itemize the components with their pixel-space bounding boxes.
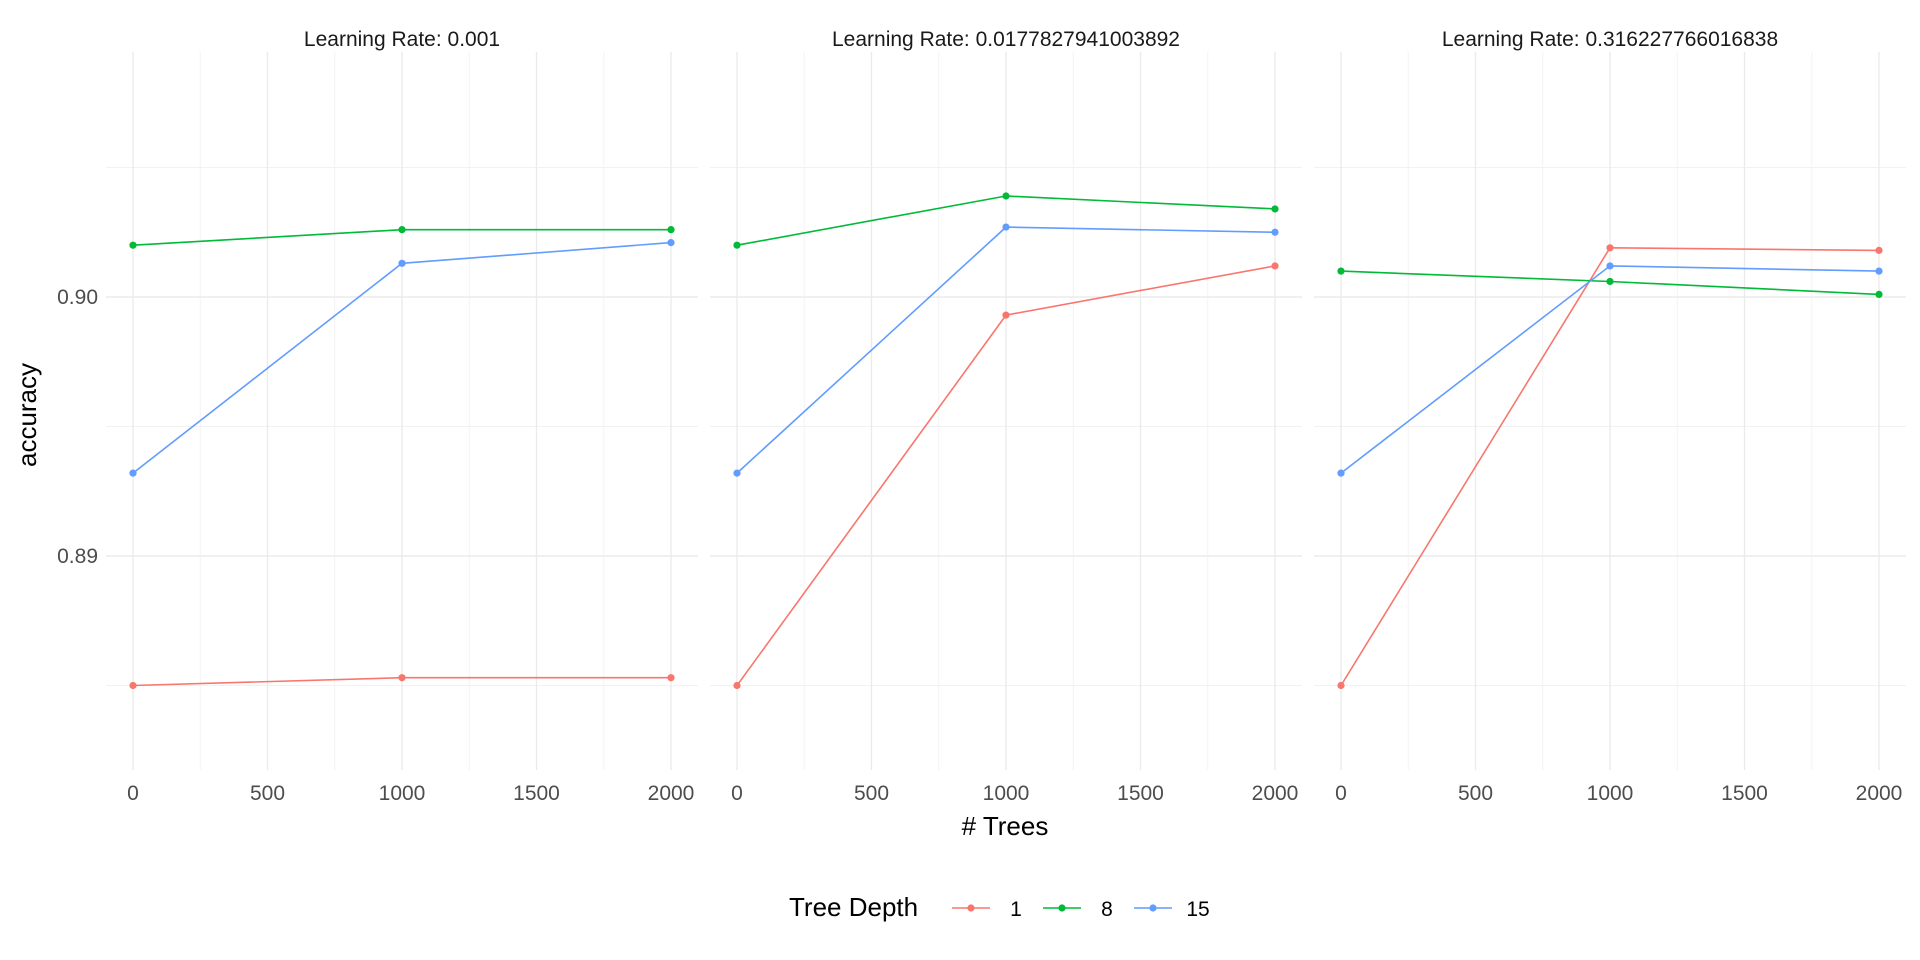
data-point-depth-8 — [1271, 205, 1279, 213]
data-point-depth-15 — [667, 239, 675, 247]
x-tick-label: 1500 — [1721, 782, 1768, 805]
legend-key-point — [1149, 904, 1157, 912]
data-point-depth-15 — [733, 469, 741, 477]
data-point-depth-1 — [1606, 244, 1614, 252]
x-tick-label: 0 — [1335, 782, 1347, 805]
x-tick-label: 2000 — [648, 782, 695, 805]
x-tick-label: 1000 — [379, 782, 426, 805]
data-point-depth-1 — [667, 674, 675, 682]
y-axis-title: accuracy — [12, 363, 42, 467]
data-point-depth-8 — [667, 226, 675, 234]
legend: Tree Depth 1 8 15 — [789, 892, 1210, 922]
x-tick-label: 1500 — [1117, 782, 1164, 805]
data-point-depth-15 — [129, 469, 137, 477]
data-point-depth-8 — [1606, 277, 1614, 286]
legend-key-point — [1058, 904, 1066, 912]
data-point-depth-8 — [1337, 267, 1345, 275]
data-point-depth-15 — [1337, 469, 1345, 477]
data-point-depth-1 — [398, 674, 406, 682]
legend-label: 1 — [1010, 898, 1022, 921]
x-tick-label: 500 — [854, 782, 889, 805]
data-point-depth-1 — [733, 681, 741, 690]
x-tick-label: 500 — [1458, 782, 1493, 805]
facet-panel-2: Learning Rate: 0.0177827941003892 0 500 100… — [710, 28, 1302, 805]
data-point-depth-8 — [398, 226, 406, 234]
data-point-depth-15 — [1271, 228, 1279, 236]
x-tick-label: 1000 — [983, 782, 1030, 805]
legend-item-depth-1: 1 — [952, 898, 1022, 921]
facet-strip-label: Learning Rate: 0.001 — [304, 28, 500, 51]
x-tick-label: 2000 — [1856, 782, 1903, 805]
data-point-depth-15 — [1875, 267, 1883, 275]
data-point-depth-1 — [1875, 246, 1883, 254]
data-point-depth-8 — [1002, 192, 1010, 200]
data-point-depth-1 — [129, 681, 137, 690]
x-tick-label: 0 — [731, 782, 743, 805]
x-tick-label: 1500 — [513, 782, 560, 805]
data-point-depth-8 — [1875, 290, 1883, 299]
legend-item-depth-15: 15 — [1134, 898, 1210, 921]
data-point-depth-1 — [1337, 681, 1345, 690]
x-tick-label: 500 — [250, 782, 285, 805]
legend-label: 15 — [1186, 898, 1209, 921]
facet-panel-1: Learning Rate: 0.001 0 500 1000 1500 2000 — [106, 28, 698, 805]
y-tick-label: 0.90 — [57, 286, 98, 309]
x-tick-label: 1000 — [1587, 782, 1634, 805]
legend-key-point — [967, 904, 975, 912]
data-point-depth-15 — [1606, 262, 1614, 270]
data-point-depth-15 — [398, 259, 406, 267]
data-point-depth-15 — [1002, 223, 1010, 231]
legend-title: Tree Depth — [789, 892, 918, 922]
facet-strip-label: Learning Rate: 0.0177827941003892 — [832, 28, 1180, 51]
x-tick-label: 0 — [127, 782, 139, 805]
y-tick-label: 0.89 — [57, 545, 98, 568]
x-tick-label: 2000 — [1252, 782, 1299, 805]
facet-panel-3: Learning Rate: 0.316227766016838 0 500 1000… — [1314, 28, 1906, 805]
facet-strip-label: Learning Rate: 0.316227766016838 — [1442, 28, 1778, 51]
x-axis-title: # Trees — [962, 811, 1049, 841]
legend-label: 8 — [1101, 898, 1113, 921]
legend-item-depth-8: 8 — [1043, 898, 1113, 921]
data-point-depth-1 — [1271, 262, 1279, 270]
data-point-depth-8 — [733, 241, 741, 249]
data-point-depth-8 — [129, 241, 137, 249]
data-point-depth-1 — [1002, 311, 1010, 319]
